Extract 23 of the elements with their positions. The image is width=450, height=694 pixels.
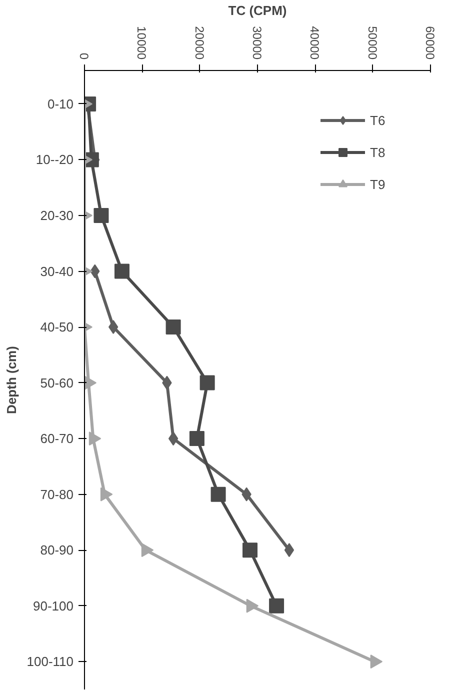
y-tick-label: 70-80: [40, 486, 74, 502]
x-tick-label: 20000: [192, 26, 206, 60]
y-tick-label: 20-30: [40, 208, 74, 223]
y-tick-label: 100-110: [26, 654, 74, 670]
legend-label: T9: [370, 176, 386, 192]
legend-label: T8: [370, 144, 386, 160]
y-tick-label: 60-70: [40, 431, 74, 446]
x-tick-label: 50000: [365, 26, 380, 60]
x-tick-label: 0: [77, 52, 91, 60]
y-tick-label: 90-100: [33, 598, 74, 614]
x-tick-label: 30000: [250, 26, 264, 60]
x-tick-label: 60000: [423, 26, 437, 60]
y-tick-label: 30-40: [40, 264, 74, 279]
y-tick-label: 80-90: [40, 542, 74, 558]
legend-label: T6: [370, 112, 386, 128]
y-tick-label: 50-60: [40, 375, 74, 390]
y-tick-label: 40-50: [40, 320, 74, 335]
y-axis-title: Depth (cm): [4, 346, 19, 414]
x-axis-title: TC (CPM): [228, 3, 287, 18]
y-tick-label: 10--20: [36, 152, 74, 168]
x-tick-label: 10000: [134, 26, 149, 60]
y-tick-label: 0-10: [47, 96, 74, 112]
x-tick-label: 40000: [308, 26, 322, 60]
